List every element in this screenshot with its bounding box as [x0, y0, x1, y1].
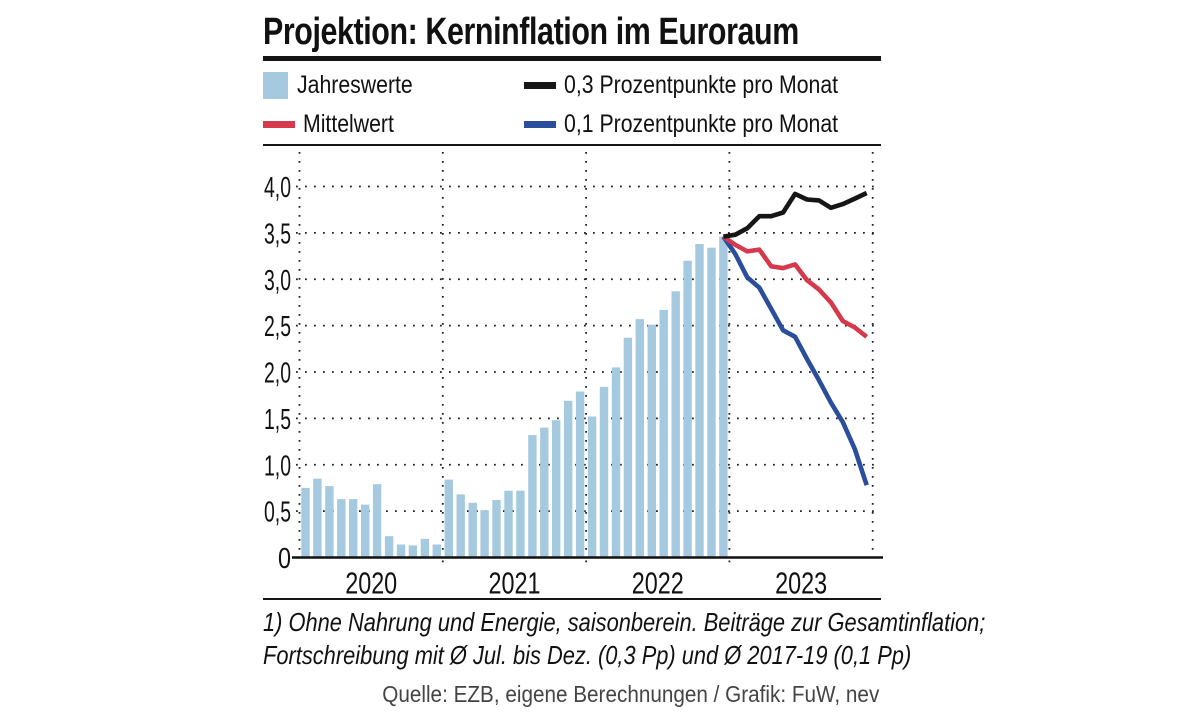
- bar: [396, 544, 406, 558]
- y-tick-label: 0: [278, 543, 291, 575]
- legend-item-mittelwert: Mittelwert: [263, 110, 524, 139]
- bar: [468, 502, 477, 558]
- bar: [671, 291, 680, 558]
- bar: [695, 244, 704, 558]
- bar: [516, 490, 525, 558]
- bar: [313, 478, 322, 558]
- bar: [719, 236, 728, 558]
- legend-label-jahreswerte: Jahreswerte: [297, 71, 413, 99]
- bar: [635, 319, 644, 558]
- bar: [647, 324, 656, 558]
- footnote-line-1: 1) Ohne Nahrung und Energie, saisonberei…: [263, 607, 986, 637]
- year-label: 2022: [632, 566, 684, 601]
- bar: [372, 484, 382, 558]
- y-tick-label: 2,5: [264, 311, 291, 343]
- bar: [611, 367, 621, 558]
- bar: [337, 499, 346, 558]
- title-rule: [263, 56, 881, 61]
- y-tick-label: 0,5: [264, 497, 291, 529]
- bar: [575, 391, 585, 558]
- legend-item-jahreswerte: Jahreswerte: [263, 71, 524, 100]
- bar: [325, 486, 334, 558]
- bar: [540, 427, 549, 558]
- year-label: 2020: [345, 566, 397, 601]
- bar: [480, 510, 489, 558]
- bar: [552, 420, 561, 558]
- y-tick-label: 1,0: [264, 450, 291, 482]
- bar: [384, 536, 394, 558]
- bar: [683, 260, 692, 558]
- bar: [420, 538, 430, 558]
- blue-line-swatch-icon: [524, 121, 556, 128]
- bar: [707, 247, 716, 558]
- legend-rule: [263, 144, 881, 146]
- jahreswerte-swatch-icon: [263, 72, 288, 99]
- bar: [528, 435, 537, 558]
- bar: [456, 494, 465, 558]
- bar: [587, 416, 597, 558]
- legend-label-mittelwert: Mittelwert: [303, 110, 394, 138]
- projection-line: [722, 234, 869, 339]
- projection-line: [723, 190, 868, 239]
- chart-figure: Projektion: Kerninflation im Euroraum Ja…: [263, 0, 985, 713]
- y-tick-label: 3,5: [264, 218, 291, 250]
- chart-legend: Jahreswerte 0,3 Prozentpunkte pro Monat …: [263, 66, 881, 144]
- y-tick-label: 3,0: [264, 265, 291, 297]
- bar: [349, 499, 358, 558]
- bar: [408, 545, 418, 558]
- bar: [599, 386, 609, 558]
- axis-rule: [263, 598, 881, 600]
- bar: [623, 337, 633, 558]
- black-line-swatch-icon: [524, 82, 556, 89]
- red-line-swatch-icon: [263, 121, 295, 128]
- projection-line: [721, 235, 869, 486]
- chart-title: Projektion: Kerninflation im Euroraum: [263, 11, 799, 53]
- year-label: 2021: [489, 566, 541, 601]
- legend-label-01pp: 0,1 Prozentpunkte pro Monat: [564, 110, 839, 138]
- y-tick-label: 4,0: [264, 172, 291, 204]
- chart-footnote: 1) Ohne Nahrung und Energie, saisonberei…: [263, 606, 1123, 672]
- legend-label-03pp: 0,3 Prozentpunkte pro Monat: [564, 71, 839, 99]
- y-tick-label: 2,0: [264, 358, 291, 390]
- bar: [659, 309, 668, 558]
- bar: [492, 500, 501, 558]
- legend-item-01pp: 0,1 Prozentpunkte pro Monat: [524, 110, 886, 139]
- bar: [301, 487, 310, 558]
- bar: [444, 479, 453, 558]
- chart-canvas: 0 0,5 1,0 1,5 2,0 2,5 3,0 3,5 4,0 2020 2021 2022 202…: [264, 152, 883, 601]
- legend-item-03pp: 0,3 Prozentpunkte pro Monat: [524, 71, 886, 100]
- bar: [361, 504, 370, 558]
- bar: [432, 544, 441, 558]
- source-credit: Quelle: EZB, eigene Berechnungen / Grafi…: [381, 681, 879, 707]
- footnote-line-2: Fortschreibung mit Ø Jul. bis Dez. (0,3 …: [263, 640, 912, 670]
- year-label: 2023: [775, 566, 827, 601]
- y-tick-label: 1,5: [264, 404, 291, 436]
- bar: [504, 490, 513, 558]
- bar: [564, 400, 573, 558]
